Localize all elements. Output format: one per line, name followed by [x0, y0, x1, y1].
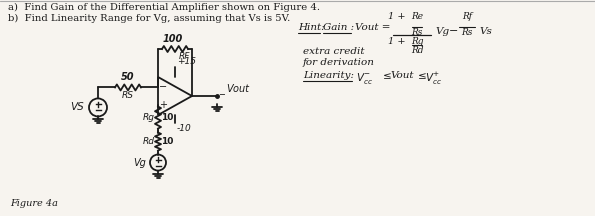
- Text: Hint:: Hint:: [298, 23, 325, 32]
- Text: Gain :: Gain :: [323, 23, 354, 32]
- Text: Vout =: Vout =: [355, 23, 390, 32]
- Text: 100: 100: [163, 34, 183, 44]
- Text: RS: RS: [122, 91, 134, 100]
- Text: Vg: Vg: [435, 27, 449, 35]
- Text: $V_{cc}^{-}$: $V_{cc}^{-}$: [356, 71, 373, 86]
- Text: Re: Re: [411, 12, 423, 21]
- Text: Rs: Rs: [461, 28, 472, 37]
- Text: Vg: Vg: [133, 157, 146, 168]
- Text: Linearity:: Linearity:: [303, 71, 354, 80]
- Text: Figure 4a: Figure 4a: [10, 199, 58, 208]
- Text: Rg: Rg: [411, 37, 423, 46]
- Text: for derivation: for derivation: [303, 58, 375, 67]
- Text: −: −: [159, 83, 167, 92]
- Text: -10: -10: [177, 124, 192, 133]
- Text: Vs: Vs: [479, 27, 492, 35]
- Text: _ Vout: _ Vout: [219, 83, 249, 94]
- Text: 10: 10: [161, 113, 173, 122]
- Text: extra credit: extra credit: [303, 47, 365, 56]
- Text: Vout: Vout: [390, 71, 414, 80]
- Text: b)  Find Linearity Range for Vg, assuming that Vs is 5V.: b) Find Linearity Range for Vg, assuming…: [8, 14, 290, 23]
- Text: $\leq$: $\leq$: [415, 71, 427, 81]
- Text: VS: VS: [70, 102, 84, 113]
- Text: −: −: [449, 26, 458, 36]
- Text: $V_{cc}^{+}$: $V_{cc}^{+}$: [425, 71, 442, 87]
- Text: 50: 50: [121, 72, 134, 83]
- Text: Rs: Rs: [411, 28, 422, 37]
- Text: Rd: Rd: [411, 46, 423, 55]
- Text: 1 +: 1 +: [387, 37, 405, 46]
- Text: RF: RF: [179, 52, 190, 61]
- Text: $\leq$: $\leq$: [380, 71, 392, 81]
- Text: 1 +: 1 +: [387, 12, 405, 21]
- Text: a)  Find Gain of the Differential Amplifier shown on Figure 4.: a) Find Gain of the Differential Amplifi…: [8, 3, 320, 12]
- Text: 10: 10: [161, 137, 173, 146]
- Text: Rg: Rg: [143, 113, 155, 122]
- Text: Rf: Rf: [462, 12, 472, 21]
- Text: +: +: [159, 100, 167, 110]
- Text: Rd: Rd: [143, 137, 155, 146]
- Text: +15: +15: [177, 57, 196, 66]
